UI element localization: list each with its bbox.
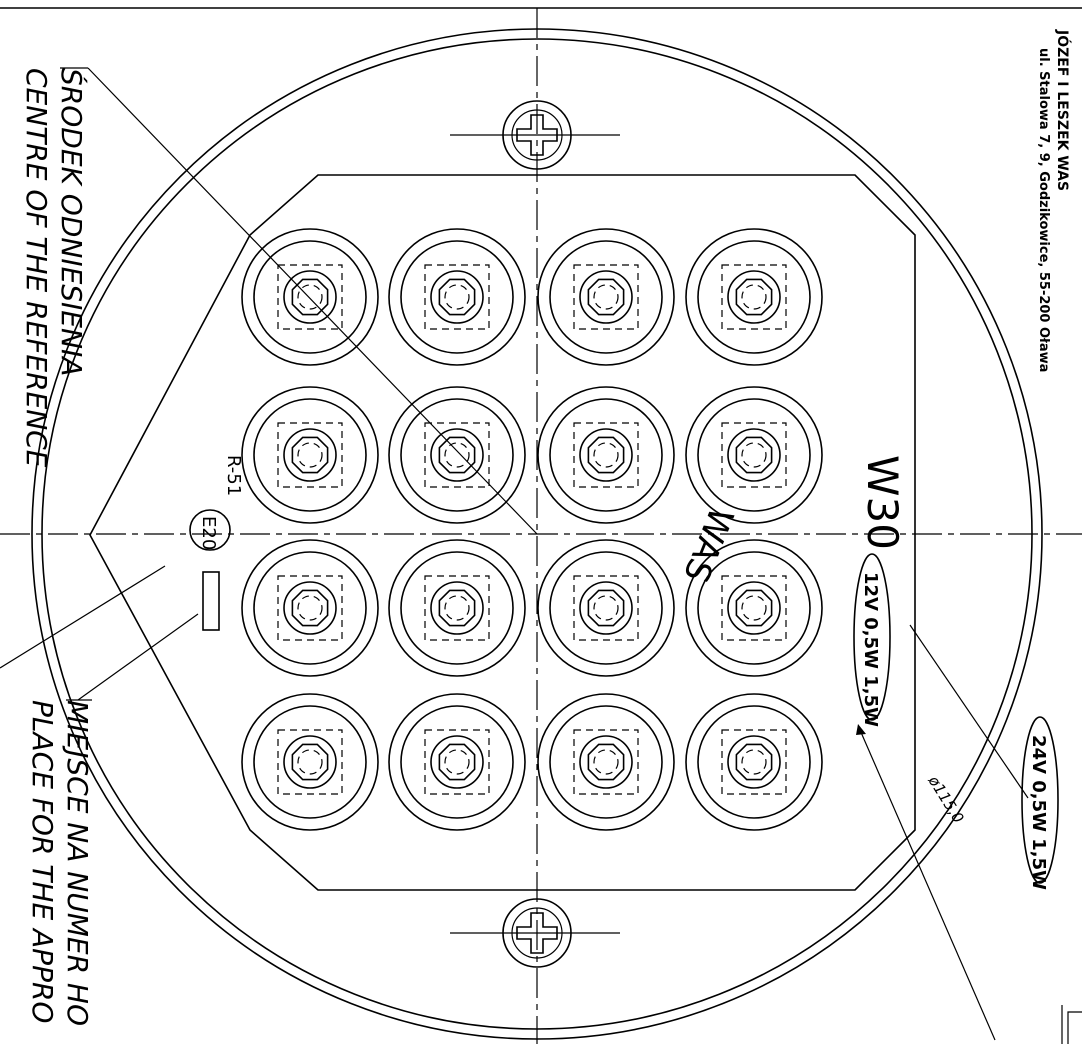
voltage-12-ellipse	[853, 553, 891, 721]
manufacturer-address: ul. Stalowa 7, 9, Godzikowice, 55-200 Oł…	[1036, 48, 1051, 372]
approval-label-en: PLACE FOR THE APPRO	[26, 700, 59, 1023]
mounting-hole-top	[450, 100, 620, 170]
lens-plate	[89, 174, 916, 891]
led-cell	[241, 539, 379, 677]
reference-label-pl: ŚRODEK ODNIESIENIA	[55, 68, 89, 376]
approval-label-pl: MIEJSCE NA NUMER HO	[61, 700, 94, 1026]
regulation-label: R-51	[223, 455, 244, 496]
led-cell	[241, 693, 379, 831]
led-cell	[685, 386, 823, 524]
led-cell	[388, 228, 526, 366]
led-cell	[685, 228, 823, 366]
led-cell	[537, 539, 675, 677]
approval-leader-line-1	[0, 565, 166, 669]
voltage-24-label: 24V 0,5W 1,5W	[1028, 735, 1049, 890]
led-cell	[241, 386, 379, 524]
led-grid	[241, 228, 823, 831]
mounting-hole-bottom	[450, 898, 620, 968]
reference-label-en: CENTRE OF THE REFERENCE	[20, 68, 53, 468]
led-cell	[685, 693, 823, 831]
led-cell	[685, 539, 823, 677]
led-cell	[241, 228, 379, 366]
voltage-leader-line	[909, 624, 1029, 799]
approval-mark-circle	[189, 509, 231, 551]
manufacturer-name: JÓZEF I LESZEK WAS	[1054, 29, 1072, 191]
reference-leader-line	[87, 67, 538, 535]
led-cell	[388, 386, 526, 524]
led-cell	[388, 693, 526, 831]
approval-number-box	[202, 571, 220, 631]
diameter-arrow	[856, 724, 866, 735]
model-label: W30	[858, 455, 907, 550]
led-cell	[537, 228, 675, 366]
diameter-label: ø115,0	[924, 772, 967, 827]
frame-corner-glyph	[1067, 1011, 1082, 1044]
led-cell	[388, 539, 526, 677]
voltage-24-ellipse	[1021, 716, 1059, 884]
led-cell	[537, 693, 675, 831]
led-cell	[537, 386, 675, 524]
approval-mark-label: E20	[198, 516, 219, 550]
voltage-12-label: 12V 0,5W 1,5W	[860, 572, 881, 727]
approval-leader-line-2	[77, 613, 199, 701]
diameter-leader-line	[859, 729, 996, 1041]
